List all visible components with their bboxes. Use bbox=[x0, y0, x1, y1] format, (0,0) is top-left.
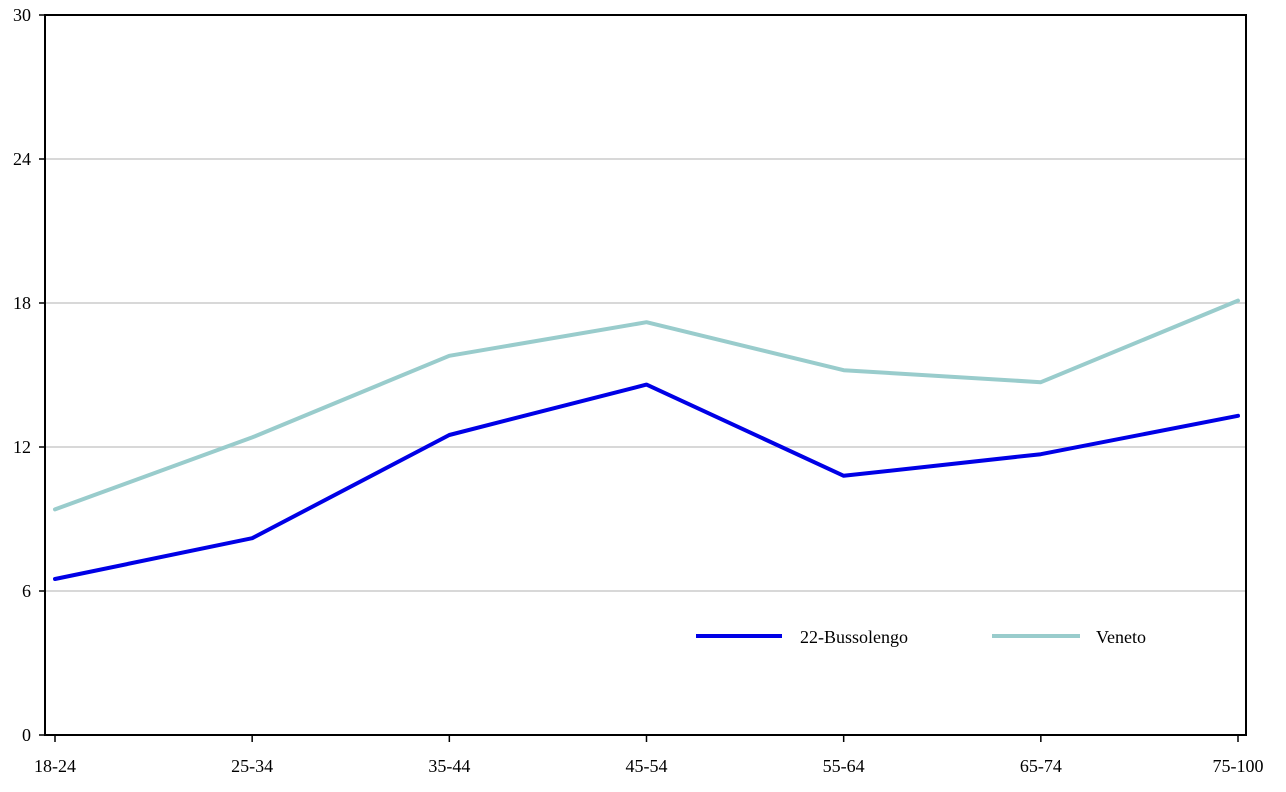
x-axis: 18-24 25-34 35-44 45-54 55-64 65-74 75-100 bbox=[34, 735, 1264, 776]
legend-label: 22-Bussolengo bbox=[800, 627, 908, 647]
legend: 22-Bussolengo Veneto bbox=[696, 627, 1146, 647]
series-line-veneto bbox=[53, 298, 1240, 512]
x-tick-label: 35-44 bbox=[428, 756, 470, 776]
y-tick-label: 30 bbox=[13, 5, 31, 25]
x-tick-label: 18-24 bbox=[34, 756, 76, 776]
x-tick-label: 75-100 bbox=[1213, 756, 1264, 776]
x-tick-label: 55-64 bbox=[823, 756, 865, 776]
x-tick-label: 65-74 bbox=[1020, 756, 1062, 776]
series-line-22-bussolengo bbox=[53, 382, 1240, 581]
y-tick-label: 24 bbox=[13, 149, 31, 169]
y-tick-label: 6 bbox=[22, 581, 31, 601]
x-tick-label: 25-34 bbox=[231, 756, 273, 776]
legend-label: Veneto bbox=[1096, 627, 1146, 647]
series-lines bbox=[53, 298, 1240, 581]
y-axis: 0 6 12 18 24 30 bbox=[13, 5, 45, 745]
y-tick-label: 18 bbox=[13, 293, 31, 313]
x-tick-label: 45-54 bbox=[626, 756, 668, 776]
plot-frame bbox=[44, 14, 1247, 736]
y-tick-label: 0 bbox=[22, 725, 31, 745]
y-tick-label: 12 bbox=[13, 437, 31, 457]
gridlines bbox=[45, 158, 1246, 592]
